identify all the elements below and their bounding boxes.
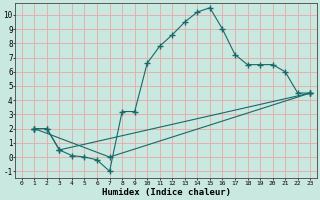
X-axis label: Humidex (Indice chaleur): Humidex (Indice chaleur) [101,188,230,197]
